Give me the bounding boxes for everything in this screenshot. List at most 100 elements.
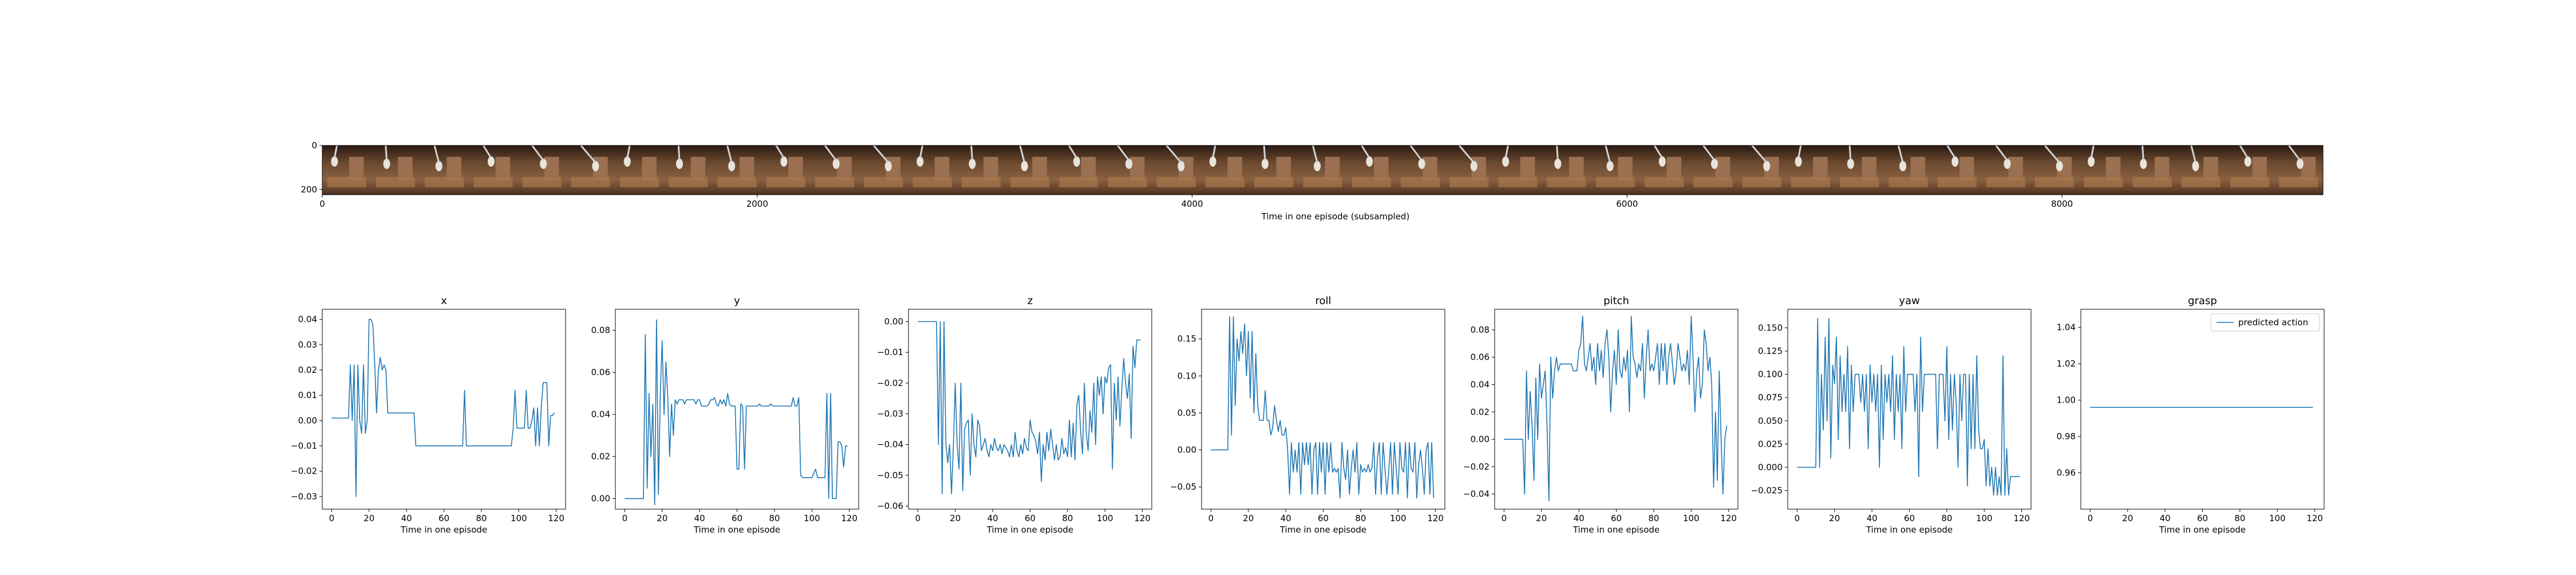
- xtick-label: 0: [915, 513, 921, 523]
- xtick-label: 0: [622, 513, 628, 523]
- action-subplots: x 0 20 40 60 80 100 120 0.04 0.03 0.02 0.01 0.00 −0.0…: [291, 295, 2325, 535]
- filmstrip-frame: [1639, 145, 1689, 195]
- filmstrip-frame: [1786, 145, 1836, 195]
- ytick-label: 0.06: [591, 367, 610, 377]
- filmstrip-frame: [663, 145, 713, 195]
- subplot-xlabel: Time in one episode: [1573, 525, 1660, 535]
- xtick-label: 80: [476, 513, 487, 523]
- xtick-label: 120: [1720, 513, 1737, 523]
- xtick-label: 80: [1648, 513, 1659, 523]
- filmstrip-frame: [468, 145, 518, 195]
- filmstrip-frame: [1005, 145, 1055, 195]
- filmstrip-frame: [1249, 145, 1299, 195]
- ytick-label: −0.04: [1463, 489, 1490, 499]
- xtick-label: 40: [987, 513, 998, 523]
- ytick-label: −0.05: [877, 470, 903, 481]
- xtick-label: 60: [2197, 513, 2208, 523]
- ytick-label: 0.00: [884, 316, 903, 326]
- filmstrip-frame: [2128, 145, 2177, 195]
- filmstrip-frame: [1493, 145, 1543, 195]
- ytick-label: 0.00: [298, 415, 317, 426]
- xtick-label: 40: [694, 513, 705, 523]
- ytick-label: 0.04: [591, 409, 610, 420]
- filmstrip-frame: [907, 145, 957, 195]
- filmstrip-frame: [1591, 145, 1641, 195]
- subplot-title: x: [441, 295, 447, 307]
- legend-label: predicted action: [2238, 317, 2308, 328]
- filmstrip-frame: [859, 145, 908, 195]
- xtick-label: 60: [1025, 513, 1036, 523]
- subplot-y: y 0 20 40 60 80 100 120 0.08 0.06 0.04 0.02 0.00 Time…: [591, 295, 859, 535]
- filmstrip-frame: [1688, 145, 1738, 195]
- xtick-label: 40: [1574, 513, 1585, 523]
- filmstrip-xtick-label: 8000: [2051, 199, 2073, 209]
- ytick-label: 0.125: [1758, 346, 1783, 356]
- plot-area: [322, 309, 566, 510]
- xtick-label: 80: [769, 513, 780, 523]
- filmstrip-ytick-label: 0: [311, 140, 317, 151]
- ytick-label: 0.02: [298, 365, 317, 375]
- xtick-label: 40: [2160, 513, 2171, 523]
- filmstrip-frame: [810, 145, 860, 195]
- xtick-label: 0: [329, 513, 335, 523]
- legend: predicted action: [2210, 313, 2320, 332]
- ytick-label: 0.00: [1471, 434, 1490, 444]
- ytick-label: 1.00: [2057, 395, 2076, 405]
- legend-box: [2210, 313, 2320, 332]
- subplot-title: grasp: [2188, 295, 2217, 307]
- ytick-label: −0.01: [877, 347, 903, 357]
- xtick-label: 100: [1976, 513, 1993, 523]
- subplot-grasp: grasp 0 20 40 60 80 100 120 1.04 1.02 1.00 0.98 0.96…: [2057, 295, 2325, 535]
- xtick-label: 100: [804, 513, 820, 523]
- series-line: [1211, 316, 1435, 499]
- xtick-label: 0: [1208, 513, 1214, 523]
- ytick-label: −0.025: [1751, 486, 1783, 496]
- ytick-label: 0.050: [1758, 416, 1783, 426]
- xtick-label: 40: [1281, 513, 1291, 523]
- xtick-label: 60: [1611, 513, 1622, 523]
- subplot-title: roll: [1315, 295, 1331, 307]
- series-line: [331, 318, 555, 497]
- subplot-title: pitch: [1603, 295, 1629, 307]
- xtick-label: 20: [657, 513, 667, 523]
- ytick-label: 0.075: [1758, 392, 1783, 403]
- xtick-label: 60: [438, 513, 449, 523]
- xtick-label: 120: [548, 513, 564, 523]
- subplot-x: x 0 20 40 60 80 100 120 0.04 0.03 0.02 0.01 0.00 −0.0…: [291, 295, 566, 535]
- xtick-label: 100: [2269, 513, 2286, 523]
- series-line: [918, 321, 1141, 495]
- filmstrip-frame: [1981, 145, 2031, 195]
- filmstrip-xtick-label: 6000: [1616, 199, 1638, 209]
- xtick-label: 20: [1243, 513, 1254, 523]
- xtick-label: 60: [1904, 513, 1915, 523]
- xtick-label: 60: [1318, 513, 1329, 523]
- filmstrip-frame: [1103, 145, 1152, 195]
- series-line: [1797, 318, 2020, 496]
- ytick-label: 1.04: [2057, 322, 2076, 333]
- filmstrip-frame: [2274, 145, 2324, 195]
- filmstrip-frame: [1347, 145, 1396, 195]
- xtick-label: 120: [2013, 513, 2030, 523]
- ytick-label: −0.03: [291, 491, 317, 502]
- xtick-label: 20: [2122, 513, 2133, 523]
- filmstrip-frame: [420, 145, 469, 195]
- xtick-label: 120: [1427, 513, 1444, 523]
- ytick-label: −0.04: [877, 439, 903, 450]
- filmstrip-frame: [957, 145, 1006, 195]
- filmstrip-frame: [615, 145, 665, 195]
- ytick-label: 0.04: [298, 314, 317, 325]
- filmstrip-xtick-label: 4000: [1181, 199, 1203, 209]
- xtick-label: 0: [1795, 513, 1800, 523]
- subplot-title: z: [1028, 295, 1033, 307]
- filmstrip-frame: [1933, 145, 1982, 195]
- xtick-label: 120: [1134, 513, 1151, 523]
- ytick-label: 0.02: [591, 451, 610, 462]
- ytick-label: 0.03: [298, 340, 317, 350]
- subplot-xlabel: Time in one episode: [400, 525, 487, 535]
- filmstrip-frame-border: [322, 145, 2324, 195]
- ytick-label: −0.02: [877, 378, 903, 388]
- ytick-label: −0.01: [291, 441, 317, 451]
- subplot-z: z 0 20 40 60 80 100 120 0.00 −0.01 −0.02 −0.03 −0.04…: [877, 295, 1152, 535]
- plot-area: [615, 309, 859, 510]
- subplot-title: y: [734, 295, 740, 307]
